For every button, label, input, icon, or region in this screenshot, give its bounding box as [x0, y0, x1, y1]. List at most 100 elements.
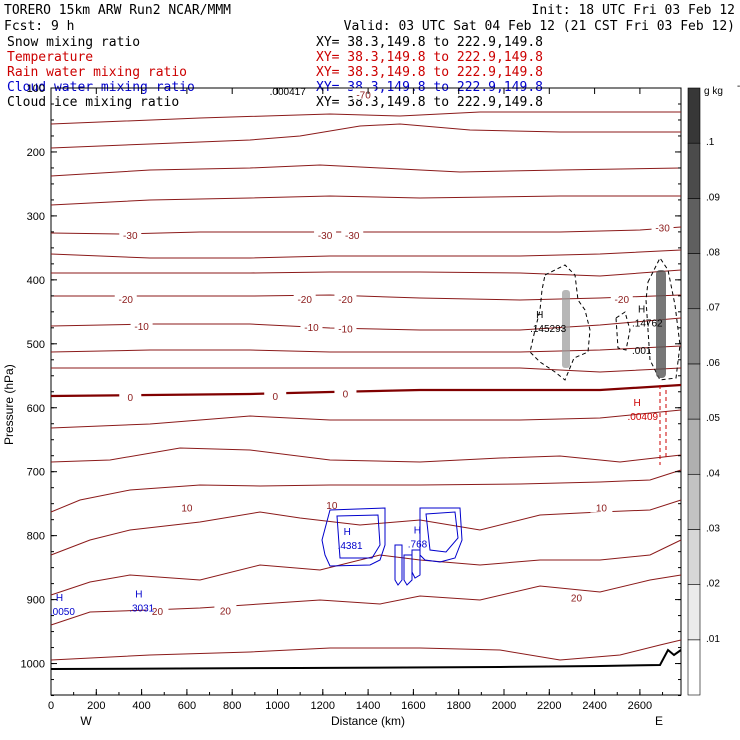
maximum-value: .001	[632, 346, 652, 357]
maximum-marker: H	[56, 593, 63, 604]
legend-field-xy: XY= 38.3,149.8 to 222.9,149.8	[316, 50, 543, 65]
snow-shading	[562, 290, 570, 368]
cloud-contour	[321, 507, 386, 567]
cloud-contour	[645, 257, 681, 381]
colorbar-label: .09	[706, 192, 720, 203]
colorbar-label: .06	[706, 358, 720, 369]
isotherm-line	[50, 539, 682, 596]
colorbar-segment	[687, 142, 701, 199]
legend-field-xy: XY= 38.3,149.8 to 222.9,149.8	[316, 35, 543, 50]
x-tick-label: 600	[178, 700, 196, 712]
x-tick-label: 0	[48, 700, 54, 712]
isotherm-label-bg	[341, 229, 364, 241]
isotherm-label-bg	[334, 293, 357, 305]
isotherm-label-bg	[590, 501, 613, 513]
colorbar-label: .01	[706, 634, 720, 645]
isotherm-label: -20	[615, 295, 630, 306]
maximum-value: .3031	[129, 603, 154, 614]
isotherm-line	[50, 249, 682, 259]
isotherm-label: 20	[571, 594, 583, 605]
isotherm-label-bg	[651, 221, 674, 233]
isotherm-label: -20	[297, 295, 312, 306]
x-tick-label: 1400	[356, 700, 380, 712]
maximum-marker: H	[135, 589, 142, 600]
terrain-surface	[50, 648, 682, 670]
maximum-value: .0050	[50, 607, 75, 618]
y-tick-label: 400	[27, 275, 45, 287]
colorbar-label: .08	[706, 248, 720, 259]
cloud-contours	[321, 257, 681, 586]
init-time: Init: 18 UTC Fri 03 Feb 12	[532, 3, 736, 18]
x-tick-label: 1800	[446, 700, 470, 712]
isotherm-line	[51, 367, 682, 373]
cloud-contour	[529, 264, 591, 381]
isotherm-label: -30	[318, 231, 333, 242]
model-title: TORERO 15km ARW Run2 NCAR/MMM	[4, 3, 231, 18]
rain-contour	[659, 385, 667, 465]
isotherm-label: -10	[338, 324, 353, 335]
isotherm-line	[50, 345, 682, 353]
colorbar-label: .07	[706, 303, 720, 314]
isotherm-label: -10	[304, 323, 319, 334]
x-tick-label: 2000	[492, 700, 516, 712]
maximum-value: .768	[408, 539, 428, 550]
isotherm-label: 0	[127, 393, 133, 404]
maximum-marker: H	[536, 310, 543, 321]
x-axis-title: Distance (km)	[331, 714, 405, 728]
isotherm-label-bg	[334, 387, 357, 399]
cloud-contour	[394, 544, 403, 586]
isotherm-label-bg	[114, 293, 137, 305]
isotherm-label-bg	[119, 390, 142, 402]
maximum-value: .145293	[530, 324, 567, 335]
colorbar-segment	[687, 418, 701, 475]
x-tick-label: 2200	[537, 700, 561, 712]
terrain-line	[50, 648, 682, 670]
isotherm-label-bg	[334, 322, 357, 334]
isotherm-line	[50, 226, 682, 235]
isotherm-line	[50, 123, 681, 149]
isotherm-label-bg	[214, 604, 237, 616]
colorbar-segment	[687, 473, 701, 530]
temperature-isotherms	[50, 111, 682, 661]
isotherm-label-bg	[264, 390, 287, 402]
y-tick-label: 900	[27, 595, 45, 607]
maximum-value: .00409	[627, 412, 658, 423]
x-tick-label: 800	[223, 700, 241, 712]
valid-time: Valid: 03 UTC Sat 04 Feb 12 (21 CST Fri …	[344, 19, 735, 34]
west-label: W	[80, 714, 92, 728]
isotherm-label: 20	[220, 606, 232, 617]
colorbar-segment	[687, 529, 701, 585]
x-tick-label: 2600	[628, 700, 652, 712]
isotherm-label-bg	[119, 229, 142, 241]
isotherm-line	[50, 195, 681, 206]
colorbar-unit-exp: -1	[737, 81, 740, 92]
legend-field-xy: XY= 38.3,149.8 to 222.9,149.8	[316, 65, 543, 80]
legend-field-name: Temperature	[7, 50, 93, 65]
colorbar-label: .03	[706, 523, 720, 534]
isotherm-label: 10	[326, 501, 338, 512]
x-tick-label: 1600	[401, 700, 425, 712]
isotherm-label: -30	[123, 231, 138, 242]
legend-field-xy: XY= 38.3,149.8 to 222.9,149.8	[316, 95, 543, 110]
isotherm-label-bg	[314, 229, 337, 241]
colorbar-segment	[687, 363, 701, 420]
x-tick-label: 2400	[582, 700, 606, 712]
maximum-value: .4381	[338, 541, 363, 552]
colorbar-label: .1	[706, 137, 715, 148]
maximum-value: .14762	[632, 319, 663, 330]
y-tick-label: 1000	[21, 659, 45, 671]
y-tick-label: 300	[27, 211, 45, 223]
x-axis: 0 200 400 600 800 1000 1200 1400 1600 1800 2000 220…	[48, 88, 664, 712]
colorbar-segment	[687, 308, 701, 365]
legend-field-name: Cloud ice mixing ratio	[7, 95, 179, 110]
maxima-labels: H .0050 H .3031 H .4381 H .768 H .145293 H .14762 .0…	[50, 87, 663, 618]
y-tick-label: 100	[27, 83, 45, 95]
isotherm-label: 20	[152, 607, 164, 618]
maximum-marker: H	[344, 527, 351, 538]
cloud-contour	[403, 554, 413, 586]
cloud-contour	[419, 507, 463, 563]
isotherm-label: 10	[596, 504, 608, 515]
isotherm-line	[50, 164, 682, 177]
